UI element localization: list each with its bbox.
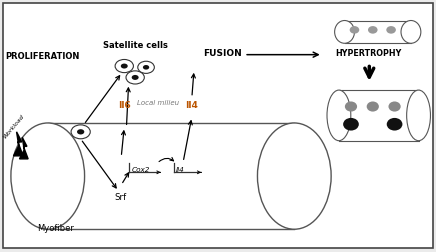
Bar — [48, 123, 294, 229]
Text: Satellite cells: Satellite cells — [103, 41, 167, 50]
Ellipse shape — [407, 91, 430, 141]
Text: Local milieu: Local milieu — [137, 100, 179, 106]
Ellipse shape — [387, 118, 402, 131]
Ellipse shape — [71, 125, 90, 139]
Text: Workload: Workload — [3, 113, 25, 139]
Ellipse shape — [327, 91, 351, 141]
Ellipse shape — [388, 102, 401, 112]
Ellipse shape — [138, 62, 154, 74]
Ellipse shape — [343, 118, 359, 131]
Polygon shape — [20, 138, 28, 159]
Ellipse shape — [258, 123, 331, 229]
Ellipse shape — [368, 27, 378, 35]
Ellipse shape — [11, 123, 85, 229]
Bar — [344, 21, 411, 44]
Text: Cox2: Cox2 — [131, 166, 150, 172]
Ellipse shape — [335, 21, 354, 44]
Ellipse shape — [115, 60, 133, 73]
Ellipse shape — [350, 27, 359, 35]
Text: FUSION: FUSION — [203, 48, 242, 57]
Polygon shape — [14, 132, 23, 156]
Ellipse shape — [367, 102, 379, 112]
Text: Srf: Srf — [114, 192, 126, 201]
Ellipse shape — [143, 66, 149, 70]
Text: Il4: Il4 — [185, 100, 198, 109]
Text: Il4: Il4 — [176, 166, 185, 172]
Ellipse shape — [345, 102, 357, 112]
FancyBboxPatch shape — [3, 4, 433, 248]
Ellipse shape — [77, 130, 84, 135]
Text: HYPERTROPHY: HYPERTROPHY — [335, 48, 402, 57]
Ellipse shape — [121, 64, 128, 69]
Ellipse shape — [126, 72, 144, 85]
Text: Myofiber: Myofiber — [37, 224, 74, 233]
Bar — [339, 91, 419, 141]
Text: PROLIFERATION: PROLIFERATION — [6, 52, 80, 61]
Text: Il6: Il6 — [118, 100, 131, 109]
Ellipse shape — [386, 27, 396, 35]
Ellipse shape — [401, 21, 421, 44]
Ellipse shape — [132, 76, 139, 81]
